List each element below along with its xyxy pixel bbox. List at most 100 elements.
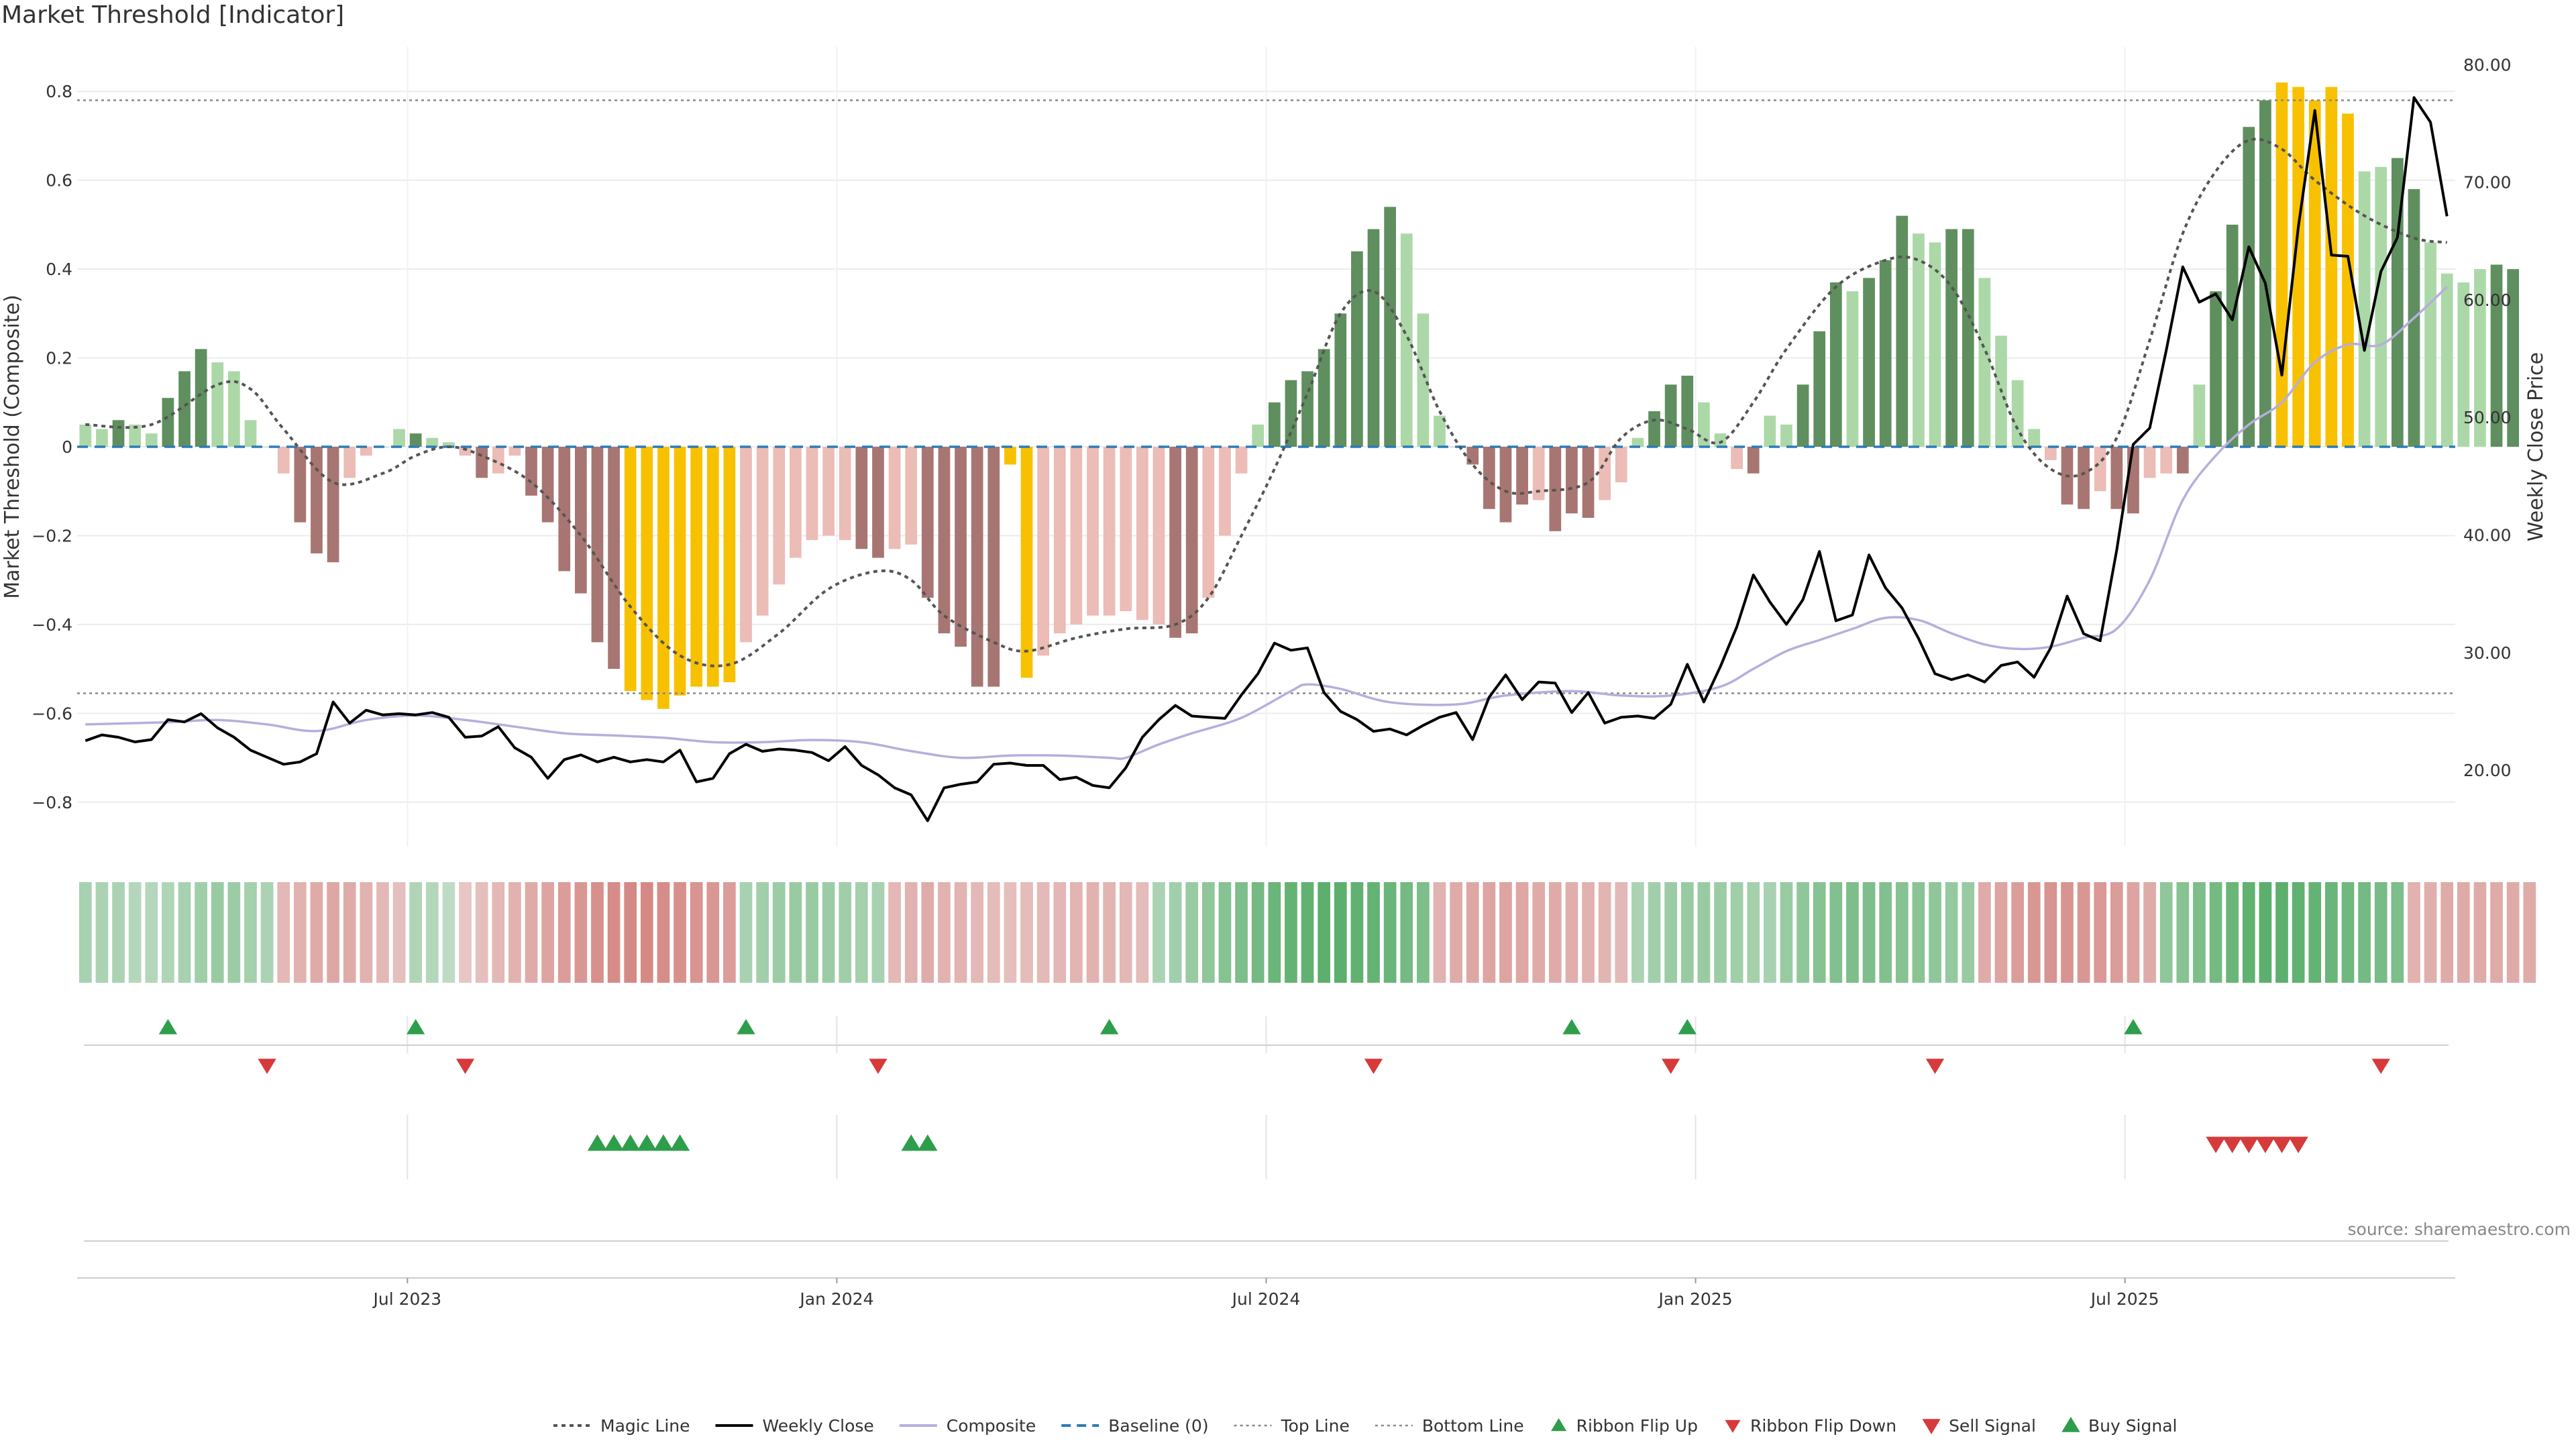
- ribbon-cell: [1730, 882, 1743, 983]
- threshold-bar: [905, 447, 918, 545]
- threshold-bar: [2375, 166, 2387, 447]
- ribbon-cell: [112, 882, 125, 983]
- threshold-bar: [591, 447, 604, 643]
- ribbon-cell: [2457, 882, 2470, 983]
- ribbon-cell: [2506, 882, 2520, 983]
- ribbon-cell: [1697, 882, 1711, 983]
- ribbon-cell: [1962, 882, 1975, 983]
- ribbon-flip-up-marker: [1099, 1019, 1119, 1034]
- y-tick-label: −0.6: [32, 704, 72, 723]
- ribbon-cell: [2159, 882, 2173, 983]
- ribbon-cell: [95, 882, 109, 983]
- threshold-bar: [294, 447, 307, 523]
- ribbon-flip-up-marker: [2124, 1019, 2143, 1034]
- ribbon-cell: [1994, 882, 2008, 983]
- grid-lines: [77, 47, 2455, 1179]
- threshold-bar: [1351, 251, 1363, 447]
- ribbon-flip-down-marker: [1661, 1059, 1680, 1074]
- ribbon-cell: [1119, 882, 1132, 983]
- ribbon-cell: [1598, 882, 1611, 983]
- ribbon-cell: [772, 882, 786, 983]
- y2-tick-label: 60.00: [2463, 290, 2512, 310]
- threshold-bar: [839, 447, 851, 541]
- ribbon-cell: [1383, 882, 1397, 983]
- threshold-bar: [277, 447, 290, 474]
- ribbon-cell: [674, 882, 686, 983]
- threshold-bar: [1334, 313, 1347, 447]
- ribbon-cell: [1747, 882, 1760, 983]
- threshold-bar: [1087, 447, 1099, 616]
- ribbon-cell: [2061, 882, 2074, 983]
- y2-axis-title: Weekly Close Price: [2524, 352, 2548, 541]
- threshold-bar: [1169, 447, 1181, 638]
- threshold-bar: [574, 447, 587, 594]
- threshold-bar: [2110, 447, 2123, 509]
- legend-label: Composite: [947, 1416, 1036, 1436]
- threshold-bar: [1120, 447, 1132, 612]
- x-tick-label: Jul 2024: [1231, 1289, 1301, 1309]
- ribbon-cell: [723, 882, 736, 983]
- threshold-bar: [327, 447, 339, 563]
- threshold-bar: [1301, 371, 1313, 447]
- ribbon-cell: [492, 882, 505, 983]
- y2-tick-label: 30.00: [2463, 643, 2512, 663]
- ribbon-cell: [806, 882, 818, 983]
- ribbon-cell: [1318, 882, 1331, 983]
- ribbon-cell: [1929, 882, 1941, 983]
- threshold-bar: [806, 447, 818, 541]
- threshold-bar: [955, 447, 967, 647]
- source-credit: source: sharemaestro.com: [2347, 1220, 2571, 1239]
- y2-tick-label: 40.00: [2463, 525, 2512, 545]
- threshold-bar: [1681, 376, 1694, 447]
- threshold-bar: [2143, 447, 2156, 478]
- chart-title: Market Threshold [Indicator]: [1, 1, 345, 29]
- ribbon-cell: [195, 882, 207, 983]
- threshold-bar: [2044, 447, 2057, 460]
- ribbon-cell: [2490, 882, 2503, 983]
- legend-swatch: [1551, 1418, 1567, 1432]
- legend-swatch: [2061, 1417, 2080, 1432]
- threshold-bar: [1053, 447, 1066, 634]
- threshold-bar: [756, 447, 769, 616]
- ribbon-cell: [128, 882, 142, 983]
- ribbon-flip-down-marker: [2371, 1059, 2390, 1074]
- ribbon-cell: [756, 882, 769, 983]
- threshold-bar: [2243, 127, 2255, 447]
- buy-signal-marker: [653, 1134, 674, 1151]
- threshold-bar: [872, 447, 884, 558]
- ribbon-cell: [1879, 882, 1892, 983]
- ribbon-cell: [244, 882, 257, 983]
- threshold-bar: [1945, 229, 1958, 447]
- threshold-bar: [2424, 242, 2436, 447]
- threshold-bar: [1367, 229, 1380, 447]
- legend-item: Weekly Close: [715, 1416, 874, 1436]
- threshold-bar: [1913, 233, 1925, 447]
- threshold-bar: [1582, 447, 1595, 518]
- ribbon-cell: [1235, 882, 1248, 983]
- threshold-bar: [2259, 100, 2271, 447]
- threshold-bar: [1664, 384, 1677, 447]
- ribbon-cell: [2044, 882, 2057, 983]
- threshold-bar: [657, 447, 669, 709]
- ribbon-flip-up-marker: [158, 1019, 178, 1034]
- magic-line: [85, 138, 2447, 667]
- ribbon-cell: [2077, 882, 2090, 983]
- threshold-bar: [1747, 447, 1760, 474]
- ribbon-cell: [591, 882, 604, 983]
- ribbon-cell: [145, 882, 158, 983]
- threshold-bar: [888, 447, 901, 549]
- sell-signal-marker: [2239, 1136, 2259, 1153]
- threshold-bar: [1384, 207, 1396, 447]
- threshold-bar: [2127, 447, 2139, 514]
- threshold-bar: [1731, 447, 1743, 470]
- buy-signal-marker: [669, 1134, 690, 1151]
- overlay-lines: [77, 96, 2455, 822]
- ribbon-cell: [1136, 882, 1149, 983]
- ribbon-cell: [211, 882, 224, 983]
- threshold-bar: [690, 447, 703, 687]
- ribbon-cell: [1648, 882, 1661, 983]
- ribbon-cell: [1862, 882, 1876, 983]
- ribbon-cell: [2110, 882, 2123, 983]
- threshold-bar: [129, 424, 142, 447]
- legend-swatch: [1922, 1419, 1941, 1434]
